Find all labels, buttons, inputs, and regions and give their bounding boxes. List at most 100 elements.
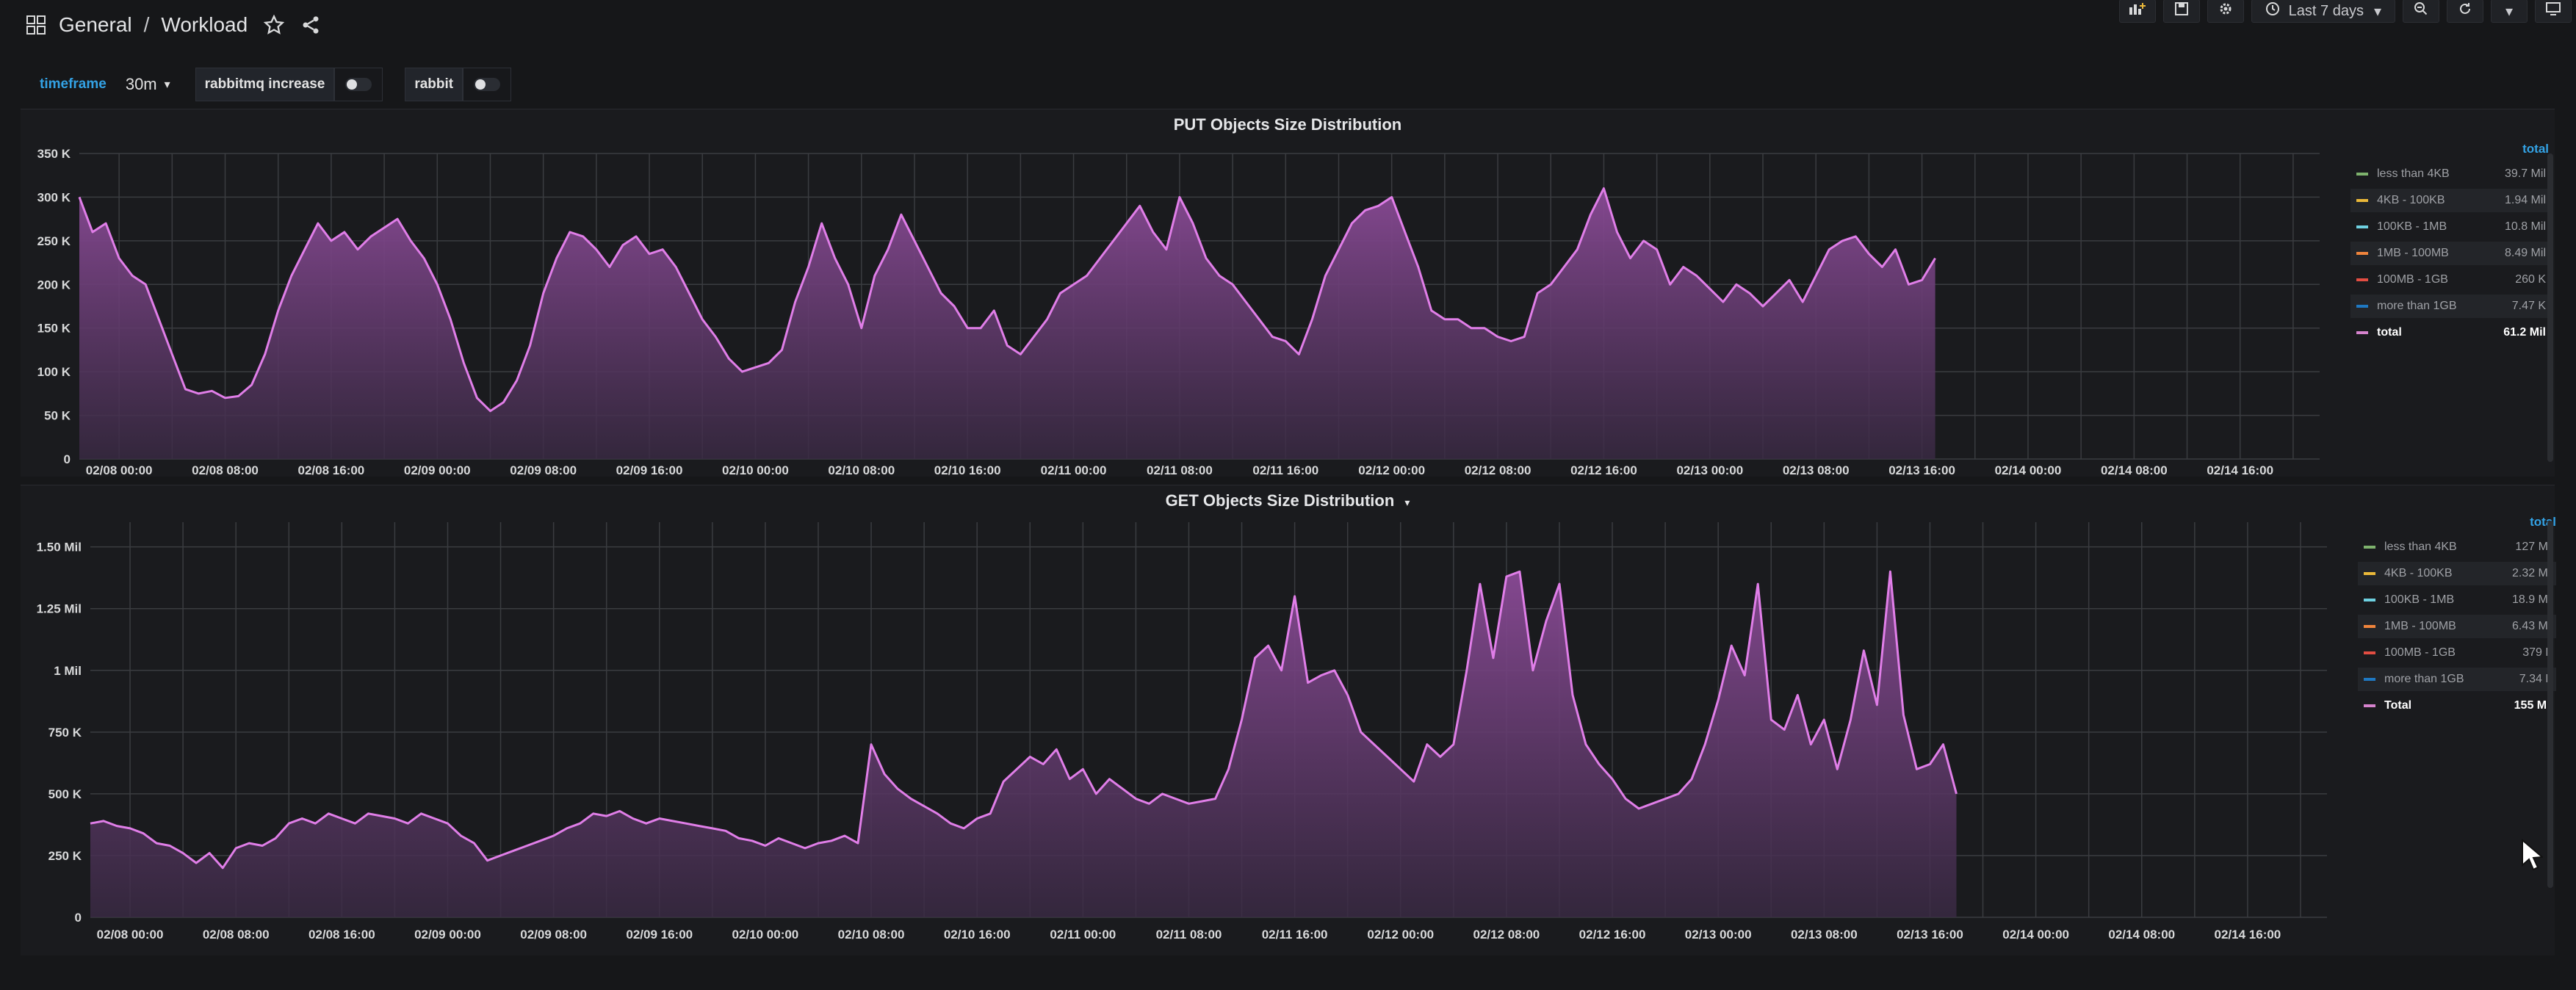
x-tick-label: 02/14 08:00 — [2108, 928, 2175, 942]
time-range-picker[interactable]: Last 7 days ▾ — [2251, 0, 2395, 23]
y-tick-label: 1.25 Mil — [37, 602, 82, 616]
legend-series-name: 100KB - 1MB — [2377, 220, 2447, 233]
rabbitmq-increase-toggle[interactable] — [334, 68, 383, 101]
legend-item[interactable]: more than 1GB 7.47 K — [2350, 295, 2549, 318]
legend-item[interactable]: more than 1GB 7.34 K — [2358, 668, 2556, 691]
dashboard-grid-icon[interactable] — [26, 15, 46, 35]
get-objects-panel[interactable]: GET Objects Size Distribution ▾ 0 250 K 50… — [21, 485, 2556, 955]
save-icon — [2174, 1, 2189, 21]
x-tick-label: 02/13 08:00 — [1783, 463, 1850, 477]
star-icon[interactable] — [263, 14, 285, 35]
settings-icon — [2218, 1, 2233, 21]
y-tick-label: 250 K — [48, 849, 82, 863]
y-tick-label: 1 Mil — [54, 664, 82, 678]
legend-item[interactable]: less than 4KB 127 Mil — [2358, 535, 2556, 559]
breadcrumb-dashboard-title[interactable]: Workload — [161, 13, 248, 36]
x-tick-label: 02/12 08:00 — [1465, 463, 1531, 477]
x-tick-label: 02/08 00:00 — [97, 928, 164, 942]
legend-color-swatch — [2364, 678, 2375, 681]
rabbit-toggle[interactable] — [463, 68, 512, 101]
y-tick-label: 300 K — [37, 190, 71, 204]
time-range-label: Last 7 days — [2288, 2, 2364, 19]
chevron-down-icon: ▾ — [1404, 496, 1410, 508]
timeframe-select[interactable]: 30m ▾ — [115, 68, 181, 101]
refresh-interval-picker[interactable]: ▾ — [2491, 0, 2528, 23]
put-objects-panel[interactable]: PUT Objects Size Distribution 0 50 K 100 K… — [21, 109, 2555, 477]
panel-title[interactable]: PUT Objects Size Distribution — [1173, 115, 1402, 134]
x-tick-label: 02/12 00:00 — [1367, 928, 1434, 942]
legend-series-value: 7.47 K — [2511, 300, 2546, 312]
legend-color-swatch — [2364, 546, 2375, 549]
rabbitmq-increase-label: rabbitmq increase — [195, 68, 335, 101]
legend-item[interactable]: 4KB - 100KB 2.32 Mil — [2358, 562, 2556, 585]
breadcrumb: General / Workload — [26, 13, 321, 37]
legend-item[interactable]: total 61.2 Mil — [2350, 321, 2549, 344]
legend-series-value: 61.2 Mil — [2503, 326, 2546, 339]
y-tick-label: 150 K — [37, 322, 71, 336]
legend-color-swatch — [2364, 625, 2375, 628]
x-tick-label: 02/13 00:00 — [1676, 463, 1743, 477]
add-panel-button[interactable] — [2118, 0, 2156, 23]
legend-item[interactable]: 100MB - 1GB 379 K — [2358, 641, 2556, 665]
series-area — [79, 188, 1935, 459]
legend-color-swatch — [2364, 572, 2375, 575]
legend-color-swatch — [2356, 278, 2368, 281]
legend-color-swatch — [2356, 305, 2368, 308]
panel-title[interactable]: GET Objects Size Distribution ▾ — [21, 491, 2555, 510]
x-tick-label: 02/09 00:00 — [404, 463, 471, 477]
legend-item[interactable]: 100MB - 1GB 260 K — [2350, 268, 2549, 292]
top-bar: General / Workload — [0, 0, 2576, 66]
x-tick-label: 02/09 16:00 — [616, 463, 683, 477]
save-dashboard-button[interactable] — [2162, 0, 2200, 23]
refresh-button[interactable] — [2447, 0, 2483, 23]
x-tick-label: 02/12 16:00 — [1570, 463, 1637, 477]
legend-scrollbar[interactable] — [2547, 521, 2553, 888]
dashboard-settings-button[interactable] — [2207, 0, 2244, 23]
tv-mode-button[interactable] — [2535, 0, 2572, 23]
chevron-down-icon: ▾ — [164, 79, 170, 91]
zoom-out-button[interactable] — [2403, 0, 2439, 23]
x-tick-label: 02/08 00:00 — [86, 463, 153, 477]
x-tick-label: 02/09 08:00 — [520, 928, 587, 942]
series-line[interactable] — [90, 570, 1958, 870]
tv-mode-icon — [2545, 1, 2561, 21]
x-tick-label: 02/09 16:00 — [626, 928, 693, 942]
legend-series-value: 6.43 Mil — [2511, 620, 2553, 632]
y-tick-label: 250 K — [37, 234, 71, 248]
legend-color-swatch — [2364, 651, 2375, 654]
legend-item[interactable]: 4KB - 100KB 1.94 Mil — [2350, 189, 2549, 212]
legend-series-name: less than 4KB — [2384, 541, 2457, 553]
legend-color-swatch — [2364, 704, 2375, 707]
x-tick-label: 02/09 08:00 — [510, 463, 577, 477]
zoom-out-icon — [2414, 1, 2428, 21]
series-line[interactable] — [78, 187, 1936, 413]
legend-item[interactable]: less than 4KB 39.7 Mil — [2350, 162, 2549, 186]
x-tick-label: 02/13 16:00 — [1897, 928, 1963, 942]
legend-item[interactable]: 100KB - 1MB 10.8 Mil — [2350, 215, 2549, 239]
x-tick-label: 02/11 16:00 — [1252, 463, 1318, 477]
x-tick-label: 02/11 16:00 — [1262, 928, 1328, 942]
legend-header[interactable]: total — [2522, 142, 2549, 156]
legend-item[interactable]: 100KB - 1MB 18.9 Mil — [2358, 588, 2556, 612]
rabbit-label: rabbit — [405, 68, 463, 101]
share-icon[interactable] — [300, 15, 321, 35]
breadcrumb-folder[interactable]: General — [59, 13, 132, 36]
dashboard-toolbar: Last 7 days ▾ ▾ — [2112, 0, 2576, 23]
legend-series-value: 155 Mil — [2514, 699, 2553, 712]
toggle-knob — [345, 78, 372, 91]
x-tick-label: 02/13 08:00 — [1791, 928, 1858, 942]
legend-scrollbar[interactable] — [2547, 153, 2553, 462]
y-tick-label: 100 K — [37, 365, 71, 379]
legend-item[interactable]: 1MB - 100MB 8.49 Mil — [2350, 242, 2549, 265]
y-tick-label: 350 K — [37, 147, 71, 161]
legend-item[interactable]: Total 155 Mil — [2358, 694, 2556, 718]
legend-series-value: 1.94 Mil — [2504, 194, 2546, 206]
x-tick-label: 02/14 00:00 — [1995, 463, 2062, 477]
put-objects-chart[interactable]: 0 50 K 100 K 150 K 200 K 250 K 300 K 350 K 02/08… — [21, 109, 2342, 477]
legend-series-name: 100MB - 1GB — [2377, 273, 2448, 286]
get-objects-chart[interactable]: 0 250 K 500 K 750 K 1 Mil 1.25 Mil 1.50 Mil 02/… — [21, 485, 2342, 955]
legend-item[interactable]: 1MB - 100MB 6.43 Mil — [2358, 615, 2556, 638]
x-tick-label: 02/10 08:00 — [828, 463, 895, 477]
put-objects-legend: total less than 4KB 39.7 Mil 4KB - 100KB 1.… — [2350, 142, 2549, 450]
y-tick-label: 1.50 Mil — [37, 541, 82, 554]
